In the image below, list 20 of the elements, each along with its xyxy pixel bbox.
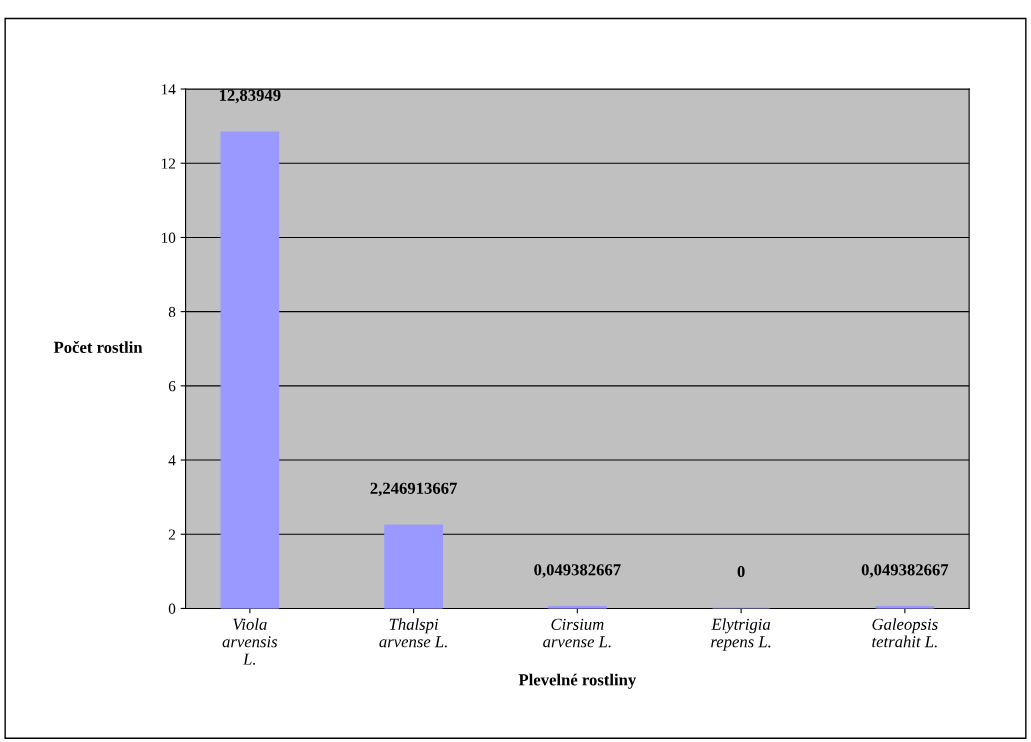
data-label: 0,049382667 [534,564,621,578]
x-tick-label: Elytrigia repens L. [711,618,771,651]
x-tick-label: Cirsium arvense L. [543,618,611,648]
y-tick-label: 12 [161,158,176,169]
y-axis-title: Počet rostlin [53,341,143,353]
y-tick-label: 4 [168,455,176,466]
data-label: 2,246913667 [370,482,457,497]
x-tick-label: Galeopsis tetrahit L. [872,618,938,648]
data-label: 12,83949 [219,89,281,104]
y-tick-label: 10 [161,232,176,243]
data-label: 0,049382667 [861,564,949,578]
data-label: 0 [737,566,745,578]
y-tick-label: 14 [161,84,176,95]
x-tick-label: Viola arvensis L. [222,618,278,665]
y-tick-label: 0 [168,603,176,614]
y-tick-label: 8 [168,306,176,318]
y-tick-label: 6 [168,381,176,392]
y-tick-label: 2 [168,529,176,540]
x-tick-label: Thalspi arvense L. [379,618,447,648]
x-axis-title: Plevelné rostliny [518,673,637,689]
